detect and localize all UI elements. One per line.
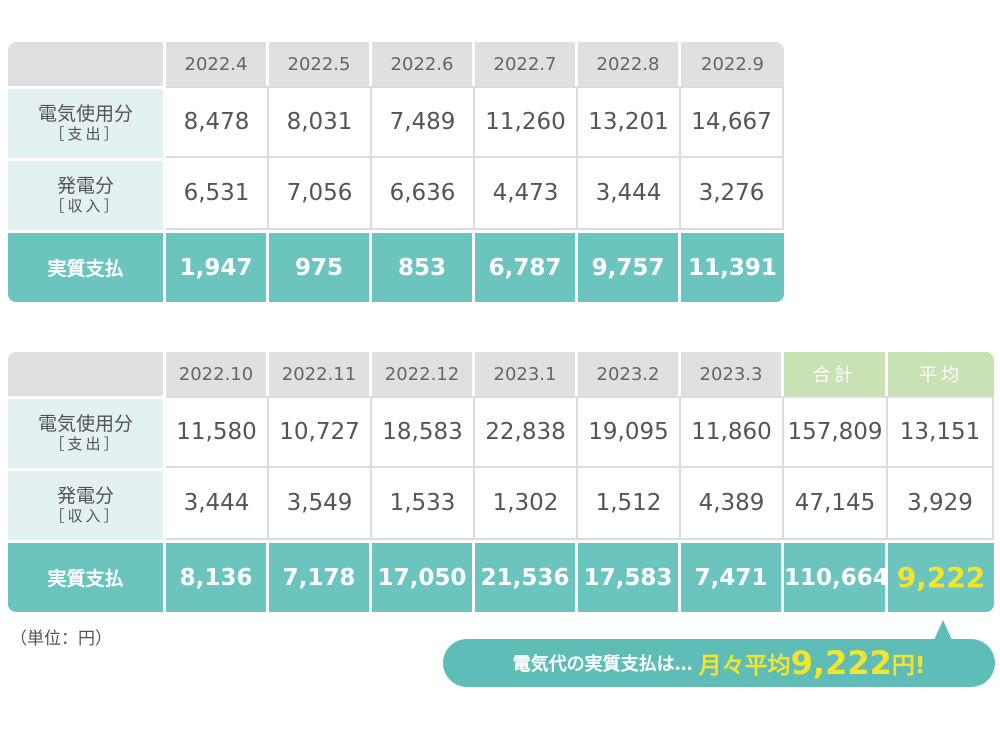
net-payment-cell: 17,583 [578, 540, 681, 612]
callout-pointer [934, 620, 952, 640]
table-cell: 3,444 [166, 468, 269, 540]
row-label-title: 電気使用分 [37, 412, 133, 435]
row-label-title: 発電分 [56, 174, 114, 197]
net-payment-cell: 7,471 [681, 540, 784, 612]
average-cell: 13,151 [888, 396, 994, 468]
usage-row-label: 電気使用分 ［支出］ [8, 86, 166, 158]
corner-cell [8, 42, 166, 86]
net-payment-cell: 21,536 [475, 540, 578, 612]
generation-row: 発電分 ［収入］ 6,531 7,056 6,636 4,473 3,444 3… [8, 158, 784, 230]
net-payment-label: 実質支払 [8, 230, 166, 302]
row-label-sub: ［支出］ [49, 124, 122, 143]
average-cell: 3,929 [888, 468, 994, 540]
callout-suffix: 円! [891, 653, 926, 679]
table-cell: 11,860 [681, 396, 784, 468]
table-cell: 6,531 [166, 158, 269, 230]
row-label-sub: ［収入］ [49, 506, 122, 525]
row-label-sub: ［収入］ [49, 196, 122, 215]
table-cell: 18,583 [372, 396, 475, 468]
net-payment-cell: 6,787 [475, 230, 578, 302]
net-payment-cell: 1,947 [166, 230, 269, 302]
net-payment-cell: 9,757 [578, 230, 681, 302]
row-label-title: 発電分 [56, 484, 114, 507]
net-payment-cell: 17,050 [372, 540, 475, 612]
callout-lead-text: 電気代の実質支払は… [512, 654, 693, 675]
callout-emphasis-text: 月々平均 [698, 653, 791, 679]
table-cell: 1,533 [372, 468, 475, 540]
table-fy2022-h2: 2022.10 2022.11 2022.12 2023.1 2023.2 20… [8, 352, 994, 612]
usage-row: 電気使用分 ［支出］ 8,478 8,031 7,489 11,260 13,2… [8, 86, 784, 158]
month-header: 2023.1 [475, 352, 578, 396]
net-payment-row: 実質支払 1,947 975 853 6,787 9,757 11,391 [8, 230, 784, 302]
month-header: 2022.11 [269, 352, 372, 396]
table-cell: 11,260 [475, 86, 578, 158]
table-cell: 3,549 [269, 468, 372, 540]
month-header: 2022.9 [681, 42, 784, 86]
table-cell: 8,031 [269, 86, 372, 158]
net-payment-row: 実質支払 8,136 7,178 17,050 21,536 17,583 7,… [8, 540, 994, 612]
table-fy2022-h1: 2022.4 2022.5 2022.6 2022.7 2022.8 2022.… [8, 42, 784, 302]
average-callout-bubble: 電気代の実質支払は… 月々平均 9,222 円! [443, 639, 995, 687]
table-cell: 4,473 [475, 158, 578, 230]
total-header: 合計 [784, 352, 888, 396]
net-payment-average: 9,222 [888, 540, 994, 612]
table-cell: 7,489 [372, 86, 475, 158]
generation-row-label: 発電分 ［収入］ [8, 468, 166, 540]
net-payment-cell: 975 [269, 230, 372, 302]
month-header: 2022.4 [166, 42, 269, 86]
net-payment-total: 110,664 [784, 540, 889, 612]
row-label-sub: ［支出］ [49, 434, 122, 453]
month-header: 2022.12 [372, 352, 475, 396]
table-cell: 3,444 [578, 158, 681, 230]
usage-row-label: 電気使用分 ［支出］ [8, 396, 166, 468]
row-label-title: 電気使用分 [37, 102, 133, 125]
month-header: 2022.7 [475, 42, 578, 86]
table-cell: 13,201 [578, 86, 681, 158]
table-cell: 4,389 [681, 468, 784, 540]
table-cell: 6,636 [372, 158, 475, 230]
net-payment-cell: 7,178 [269, 540, 372, 612]
usage-row: 電気使用分 ［支出］ 11,580 10,727 18,583 22,838 1… [8, 396, 994, 468]
corner-cell [8, 352, 166, 396]
callout-amount: 9,222 [790, 644, 892, 682]
net-payment-cell: 8,136 [166, 540, 269, 612]
net-payment-label: 実質支払 [8, 540, 166, 612]
table-cell: 22,838 [475, 396, 578, 468]
table-cell: 8,478 [166, 86, 269, 158]
table-cell: 11,580 [166, 396, 269, 468]
table-cell: 19,095 [578, 396, 681, 468]
net-payment-cell: 11,391 [681, 230, 784, 302]
table-cell: 1,512 [578, 468, 681, 540]
month-header: 2022.8 [578, 42, 681, 86]
table-cell: 1,302 [475, 468, 578, 540]
total-cell: 47,145 [784, 468, 888, 540]
month-header: 2022.5 [269, 42, 372, 86]
month-header: 2022.10 [166, 352, 269, 396]
table-cell: 14,667 [681, 86, 784, 158]
net-payment-cell: 853 [372, 230, 475, 302]
header-row: 2022.4 2022.5 2022.6 2022.7 2022.8 2022.… [8, 42, 784, 86]
table-cell: 7,056 [269, 158, 372, 230]
total-cell: 157,809 [784, 396, 888, 468]
generation-row: 発電分 ［収入］ 3,444 3,549 1,533 1,302 1,512 4… [8, 468, 994, 540]
month-header: 2023.2 [578, 352, 681, 396]
generation-row-label: 発電分 ［収入］ [8, 158, 166, 230]
table-cell: 3,276 [681, 158, 784, 230]
month-header: 2023.3 [681, 352, 784, 396]
header-row: 2022.10 2022.11 2022.12 2023.1 2023.2 20… [8, 352, 994, 396]
unit-note: （単位：円） [10, 629, 112, 649]
table-cell: 10,727 [269, 396, 372, 468]
average-header: 平均 [888, 352, 994, 396]
month-header: 2022.6 [372, 42, 475, 86]
